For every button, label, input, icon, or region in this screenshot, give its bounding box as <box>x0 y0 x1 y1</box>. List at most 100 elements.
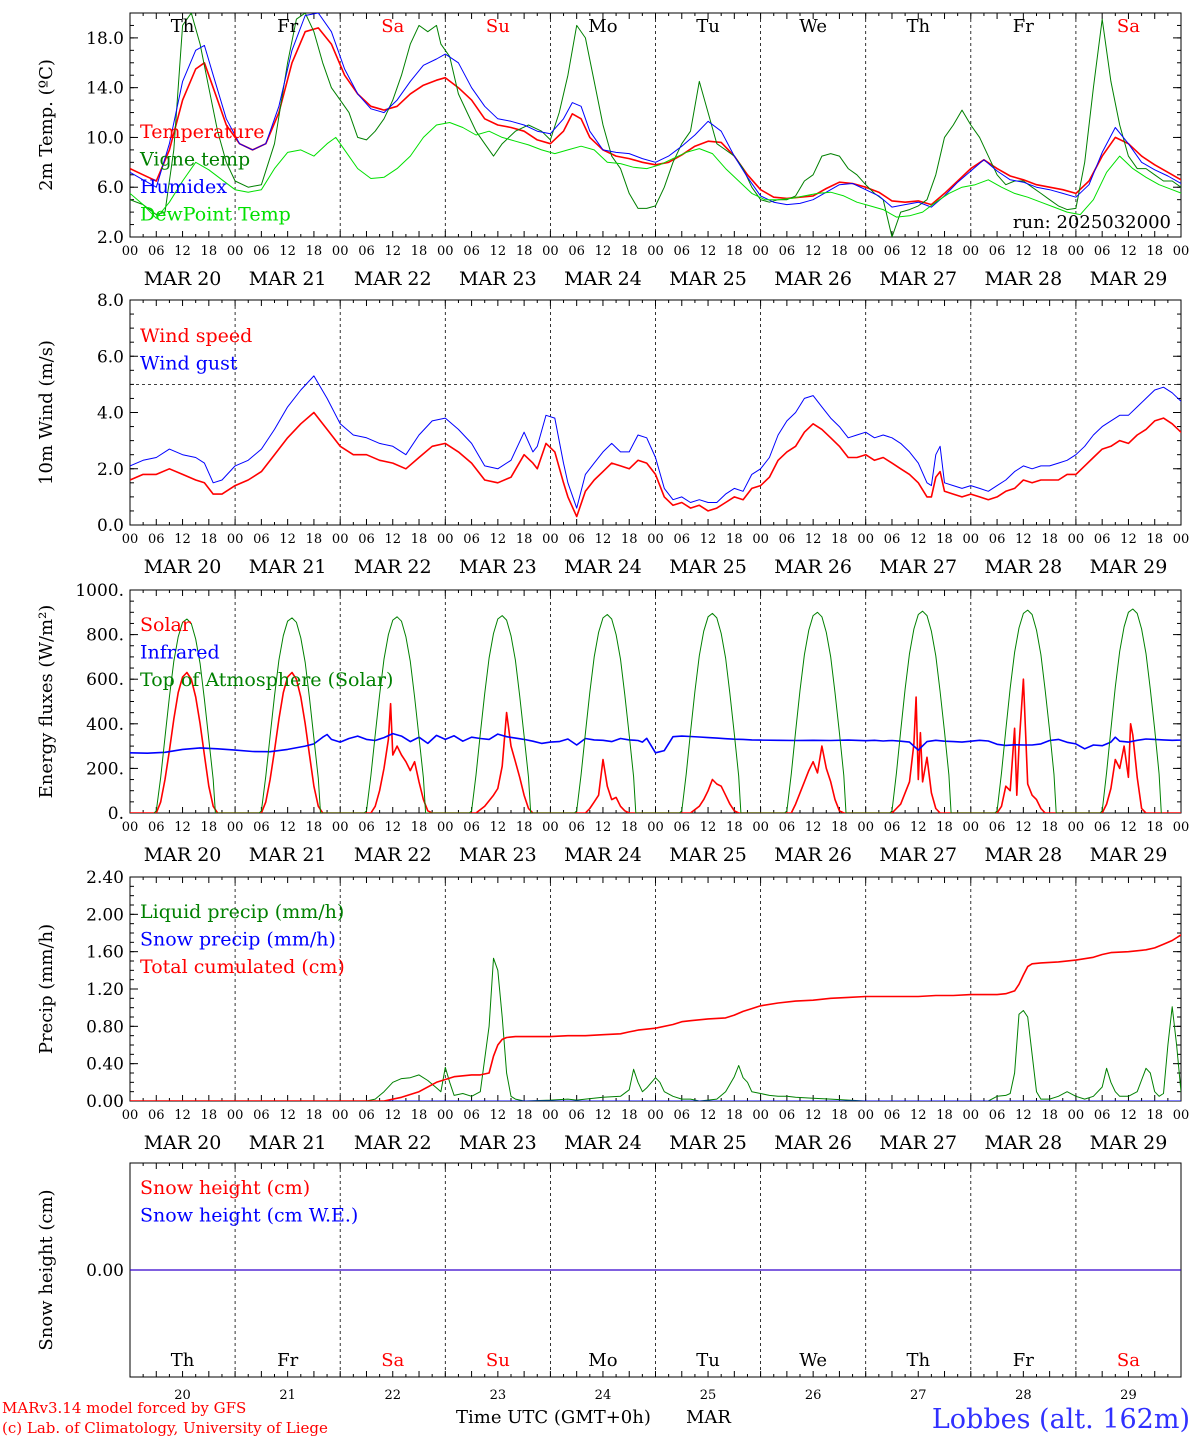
hour-tick-label: 12 <box>1015 1108 1032 1123</box>
day-name-label: Su <box>486 1350 510 1371</box>
day-number-label: 25 <box>700 1388 717 1403</box>
hour-tick-label: 18 <box>1041 820 1058 835</box>
date-label: MAR 26 <box>774 844 852 866</box>
hour-tick-label: 18 <box>936 244 953 259</box>
hour-tick-label: 06 <box>779 244 796 259</box>
date-label: MAR 24 <box>564 268 642 290</box>
day-name-label: Sa <box>1117 16 1140 37</box>
day-name-label: Fr <box>277 16 298 37</box>
date-label: MAR 26 <box>774 1132 852 1154</box>
hour-tick-label: 00 <box>963 1108 980 1123</box>
hour-tick-label: 12 <box>595 820 612 835</box>
hour-tick-label: 06 <box>253 820 270 835</box>
hour-tick-label: 18 <box>726 1108 743 1123</box>
hour-tick-label: 00 <box>542 244 559 259</box>
hour-tick-label: 06 <box>568 820 585 835</box>
day-name-label: Th <box>906 1350 930 1371</box>
hour-tick-label: 18 <box>621 1108 638 1123</box>
hour-tick-label: 18 <box>1146 532 1163 547</box>
date-label: MAR 24 <box>564 844 642 866</box>
hour-tick-label: 18 <box>516 820 533 835</box>
hour-tick-label: 06 <box>1094 820 1111 835</box>
hour-tick-label: 18 <box>306 1108 323 1123</box>
hour-tick-label: 00 <box>437 1108 454 1123</box>
date-label: MAR 28 <box>984 844 1062 866</box>
day-number-label: 29 <box>1120 1388 1137 1403</box>
y-tick-label: 10.0 <box>86 128 124 148</box>
day-name-label: Sa <box>1117 1350 1140 1371</box>
y-tick-label: 800. <box>86 626 124 646</box>
date-label: MAR 24 <box>564 556 642 578</box>
legend-entry: Infrared <box>140 642 220 664</box>
hour-tick-label: 18 <box>726 244 743 259</box>
plot-frame <box>129 589 1182 814</box>
hour-tick-label: 06 <box>358 244 375 259</box>
date-label: MAR 28 <box>984 1132 1062 1154</box>
y-tick-label: 1000. <box>75 581 124 601</box>
series-line-total-cumulated-cm- <box>130 933 1181 1101</box>
hour-tick-label: 12 <box>1015 244 1032 259</box>
hour-tick-label: 12 <box>805 244 822 259</box>
hour-tick-label: 00 <box>647 1108 664 1123</box>
hour-tick-label: 06 <box>568 244 585 259</box>
legend-entry: Wind speed <box>140 325 252 347</box>
hour-tick-label: 18 <box>306 244 323 259</box>
hour-tick-label: 12 <box>700 1108 717 1123</box>
hour-tick-label: 18 <box>726 532 743 547</box>
hour-tick-label: 18 <box>831 1108 848 1123</box>
hour-tick-label: 06 <box>884 820 901 835</box>
hour-tick-label: 06 <box>463 820 480 835</box>
hour-tick-label: 00 <box>227 244 244 259</box>
hour-tick-label: 00 <box>227 532 244 547</box>
hour-tick-label: 06 <box>1094 532 1111 547</box>
month-label: MAR <box>686 1407 731 1428</box>
hour-tick-label: 00 <box>1173 820 1190 835</box>
day-number-label: 20 <box>174 1388 191 1403</box>
hour-tick-label: 12 <box>1015 820 1032 835</box>
hour-tick-label: 18 <box>621 532 638 547</box>
hour-tick-label: 12 <box>1120 820 1137 835</box>
hour-tick-label: 12 <box>174 1108 191 1123</box>
hour-tick-label: 18 <box>936 532 953 547</box>
hour-tick-label: 00 <box>332 1108 349 1123</box>
date-label: MAR 20 <box>144 268 222 290</box>
day-number-label: 22 <box>384 1388 401 1403</box>
y-tick-label: 200. <box>86 759 124 779</box>
hour-tick-label: 06 <box>884 532 901 547</box>
hour-tick-label: 00 <box>963 820 980 835</box>
hour-tick-label: 18 <box>411 244 428 259</box>
series-line-dewpoint-temp <box>130 122 1181 219</box>
hour-tick-label: 12 <box>805 1108 822 1123</box>
hour-tick-label: 12 <box>700 244 717 259</box>
footer: MARv3.14 model forced by GFS (c) Lab. of… <box>2 1399 1190 1437</box>
hour-tick-label: 06 <box>779 820 796 835</box>
hour-tick-label: 06 <box>989 532 1006 547</box>
hour-tick-label: 18 <box>411 532 428 547</box>
hour-tick-label: 06 <box>674 1108 691 1123</box>
hour-tick-label: 12 <box>384 532 401 547</box>
hour-tick-label: 06 <box>989 244 1006 259</box>
day-name-label: Fr <box>277 1350 298 1371</box>
date-label: MAR 22 <box>354 844 432 866</box>
time-axis-label: Time UTC (GMT+0h) <box>456 1407 651 1428</box>
hour-tick-label: 06 <box>253 532 270 547</box>
date-label: MAR 20 <box>144 844 222 866</box>
hour-tick-label: 18 <box>1146 244 1163 259</box>
hour-tick-label: 18 <box>831 532 848 547</box>
y-tick-label: 400. <box>86 715 124 735</box>
hour-tick-label: 06 <box>358 1108 375 1123</box>
date-label: MAR 20 <box>144 1132 222 1154</box>
y-tick-label: 0.80 <box>86 1017 124 1037</box>
hour-tick-label: 00 <box>122 820 139 835</box>
hour-tick-label: 00 <box>857 244 874 259</box>
hour-tick-label: 00 <box>227 1108 244 1123</box>
day-number-label: 27 <box>910 1388 927 1403</box>
hour-tick-label: 06 <box>463 1108 480 1123</box>
hour-tick-label: 06 <box>779 1108 796 1123</box>
credit-line-1: MARv3.14 model forced by GFS <box>2 1399 246 1417</box>
hour-tick-label: 12 <box>384 820 401 835</box>
date-label: MAR 21 <box>249 844 327 866</box>
hour-tick-label: 12 <box>1120 1108 1137 1123</box>
hour-tick-label: 12 <box>384 244 401 259</box>
